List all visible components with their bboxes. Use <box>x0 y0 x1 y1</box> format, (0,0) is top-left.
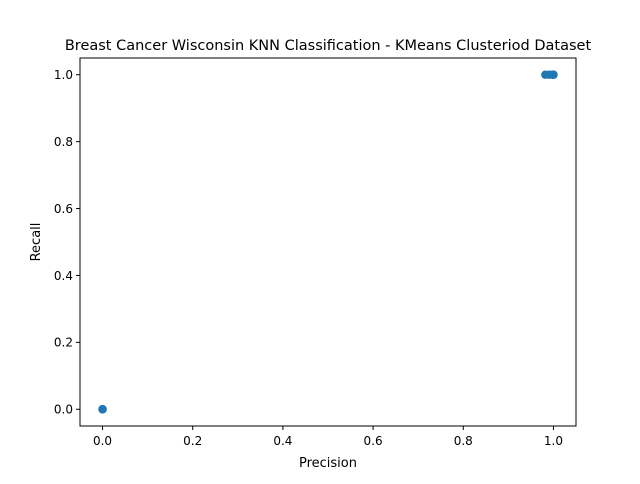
y-tick-label: 0.8 <box>54 135 73 149</box>
data-point <box>98 405 107 414</box>
y-tick-label: 0.0 <box>54 403 73 417</box>
plot-frame <box>79 57 577 427</box>
y-tick-label: 0.2 <box>54 336 73 350</box>
y-tick-label: 0.6 <box>54 202 73 216</box>
x-tick-label: 0.8 <box>454 434 473 448</box>
x-tick-label: 0.2 <box>183 434 202 448</box>
y-axis-ticks: 0.0 0.2 0.4 0.6 0.8 1.0 <box>54 68 80 417</box>
data-points <box>98 70 558 414</box>
y-axis-label: Recall <box>29 223 44 262</box>
x-tick-label: 1.0 <box>544 434 563 448</box>
x-axis-label: Precision <box>299 456 357 471</box>
y-tick-label: 0.4 <box>54 269 73 283</box>
chart-title: Breast Cancer Wisconsin KNN Classificati… <box>65 38 592 54</box>
x-tick-label: 0.4 <box>273 434 292 448</box>
x-axis-ticks: 0.0 0.2 0.4 0.6 0.8 1.0 <box>93 426 563 448</box>
data-point <box>548 70 557 79</box>
y-tick-label: 1.0 <box>54 68 73 82</box>
x-tick-label: 0.0 <box>93 434 112 448</box>
x-tick-label: 0.6 <box>364 434 383 448</box>
